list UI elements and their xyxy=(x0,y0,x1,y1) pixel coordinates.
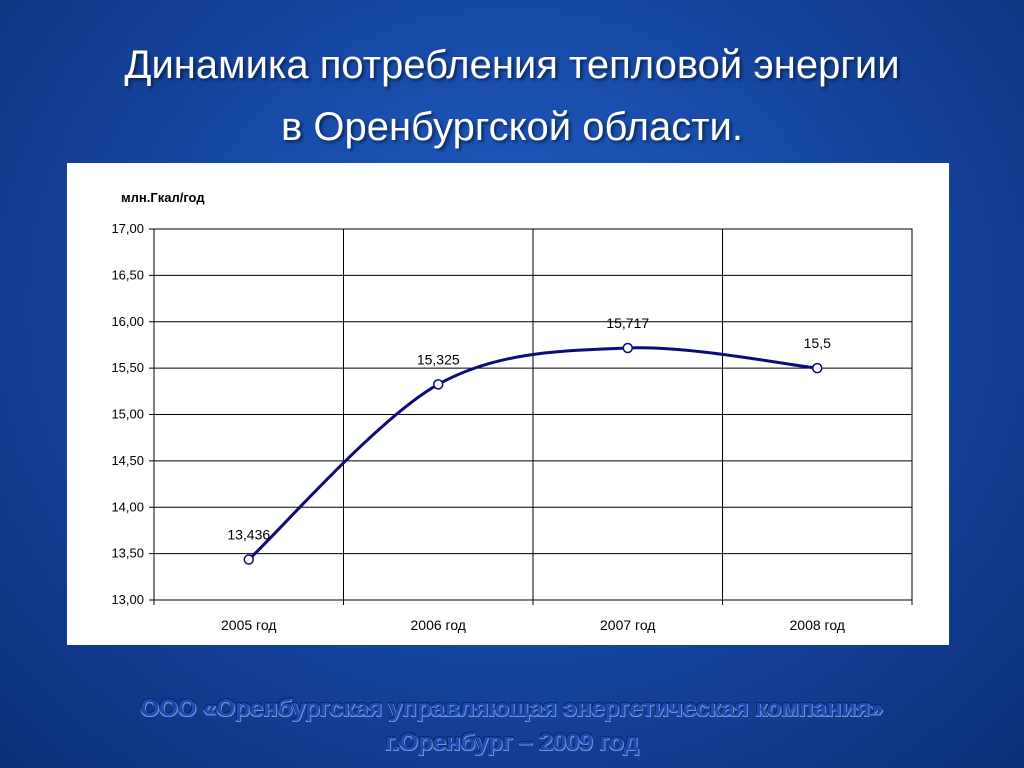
x-tick-label: 2006 год xyxy=(411,617,466,633)
slide-title-line-2: в Оренбургской области. xyxy=(281,105,743,149)
x-tick-label: 2007 год xyxy=(600,617,655,633)
grid-lines xyxy=(153,228,913,601)
x-tick-label: 2008 год xyxy=(790,617,845,633)
slide-footer: ООО «Оренбургская управляющая энергетиче… xyxy=(0,692,1024,760)
footer-city-year: г.Оренбург – 2009 год xyxy=(385,729,639,756)
data-label: 15,325 xyxy=(417,351,460,367)
slide-title: Динамика потребления тепловой энергии в … xyxy=(0,34,1024,158)
chart-panel: млн.Гкал/год 13,00 13,50 14,00 14,50 15,00 15… xyxy=(67,163,949,645)
data-label: 15,717 xyxy=(606,315,649,331)
data-point xyxy=(812,362,823,374)
y-tick-label: 13,50 xyxy=(111,546,144,561)
data-point xyxy=(622,342,633,354)
y-tick-label: 16,00 xyxy=(111,314,144,329)
line-chart: млн.Гкал/год 13,00 13,50 14,00 14,50 15,00 15… xyxy=(111,190,913,633)
data-label: 13,436 xyxy=(227,527,270,543)
footer-company: ООО «Оренбургская управляющая энергетиче… xyxy=(140,695,884,722)
y-tick-label: 15,00 xyxy=(111,407,144,422)
x-tick-label: 2005 год xyxy=(221,617,276,633)
y-axis-label: млн.Гкал/год xyxy=(121,190,205,205)
y-tick-label: 13,00 xyxy=(111,592,144,607)
data-label: 15,5 xyxy=(804,335,831,351)
data-point xyxy=(433,379,444,390)
slide-title-line-1: Динамика потребления тепловой энергии xyxy=(124,43,900,87)
y-tick-label: 16,50 xyxy=(111,267,144,282)
data-point xyxy=(243,554,254,565)
y-tick-label: 17,00 xyxy=(111,221,144,236)
axes: 13,00 13,50 14,00 14,50 15,00 15,50 16,00 16,50… xyxy=(111,221,913,633)
y-tick-label: 14,00 xyxy=(111,499,144,514)
series-line xyxy=(243,342,823,565)
plot-area-border xyxy=(153,228,913,601)
y-tick-label: 14,50 xyxy=(111,453,144,468)
y-tick-label: 15,50 xyxy=(111,360,144,375)
data-labels: 13,436 15,325 15,717 15,5 xyxy=(227,315,831,543)
series-line-path xyxy=(247,346,818,561)
